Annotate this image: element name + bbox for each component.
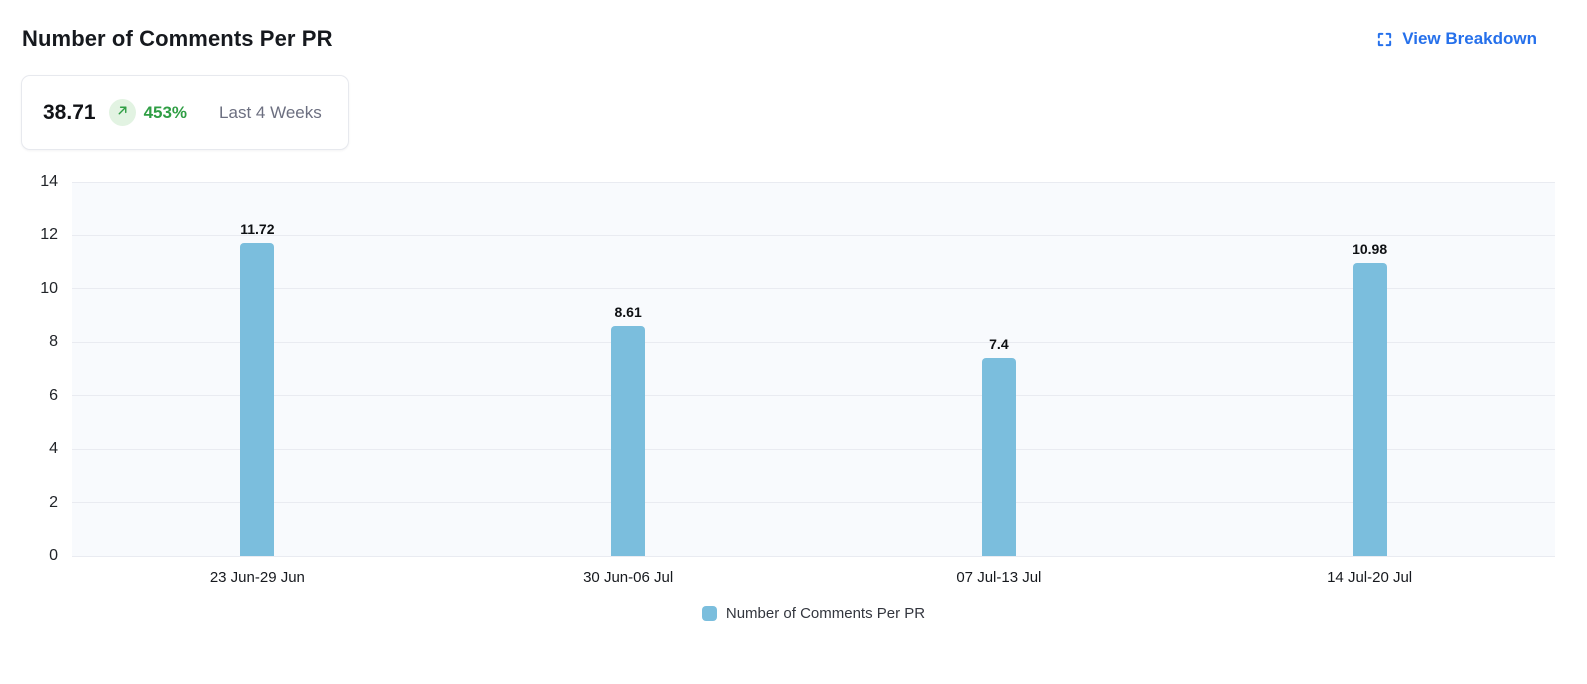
view-breakdown-link[interactable]: View Breakdown [1376, 29, 1537, 49]
gridline [72, 234, 1555, 236]
bar-value-label: 10.98 [1352, 240, 1388, 257]
gridline [72, 395, 1555, 397]
x-axis: 23 Jun-29 Jun 30 Jun-06 Jul 07 Jul-13 Jul 1… [72, 569, 1555, 586]
arrow-up-right-icon [116, 104, 129, 122]
legend-swatch-icon [701, 606, 717, 621]
gridline [72, 341, 1555, 343]
gridline [72, 288, 1555, 290]
expand-icon [1376, 31, 1393, 48]
page-title: Number of Comments Per PR [22, 26, 333, 51]
summary-card: 38.71 453% Last 4 Weeks [21, 75, 349, 150]
y-axis-tick-label: 8 [49, 333, 58, 351]
y-axis-tick-label: 4 [49, 440, 58, 458]
plot-area: 11.72 8.61 7.4 10.98 [72, 181, 1555, 557]
change-percent: 453% [143, 102, 188, 122]
x-axis-tick-label: 23 Jun-29 Jun [209, 569, 305, 586]
x-axis-tick-label: 14 Jul-20 Jul [1327, 569, 1413, 586]
bar[interactable] [240, 242, 275, 556]
view-breakdown-label: View Breakdown [1402, 29, 1537, 48]
bar[interactable] [981, 358, 1016, 556]
legend-label: Number of Comments Per PR [725, 605, 926, 622]
y-axis-tick-label: 10 [40, 279, 58, 297]
y-axis-tick-label: 0 [49, 547, 58, 564]
gridline [72, 181, 1555, 183]
bar-column: 8.61 [443, 182, 814, 556]
bar-chart: 0 2 4 6 8 10 12 14 11.72 8.61 7.4 10.98 [0, 174, 1587, 564]
bar-value-label: 8.61 [614, 304, 642, 320]
bar[interactable] [1352, 262, 1387, 556]
period-label: Last 4 Weeks [219, 102, 322, 122]
bar-column: 10.98 [1184, 182, 1555, 556]
widget-header: Number of Comments Per PR View Breakdown [0, 0, 1587, 52]
bar-value-label: 11.72 [240, 220, 275, 237]
bar[interactable] [611, 326, 646, 556]
y-axis-tick-label: 12 [40, 226, 58, 244]
bar-value-label: 7.4 [989, 336, 1009, 353]
y-axis-tick-label: 2 [49, 493, 58, 511]
x-axis-tick-label: 07 Jul-13 Jul [956, 569, 1042, 586]
summary-value: 38.71 [43, 100, 96, 124]
x-axis-tick-label: 30 Jun-06 Jul [583, 569, 674, 586]
y-axis-tick-label: 6 [49, 386, 58, 404]
gridline [72, 502, 1555, 504]
bar-columns: 11.72 8.61 7.4 10.98 [72, 182, 1555, 556]
bar-column: 11.72 [72, 182, 443, 556]
gridline [72, 448, 1555, 450]
y-axis-tick-label: 14 [40, 173, 58, 190]
chart-legend: Number of Comments Per PR [72, 605, 1555, 622]
trend-badge [108, 99, 136, 126]
gridline [72, 555, 1555, 557]
bar-column: 7.4 [814, 182, 1185, 556]
